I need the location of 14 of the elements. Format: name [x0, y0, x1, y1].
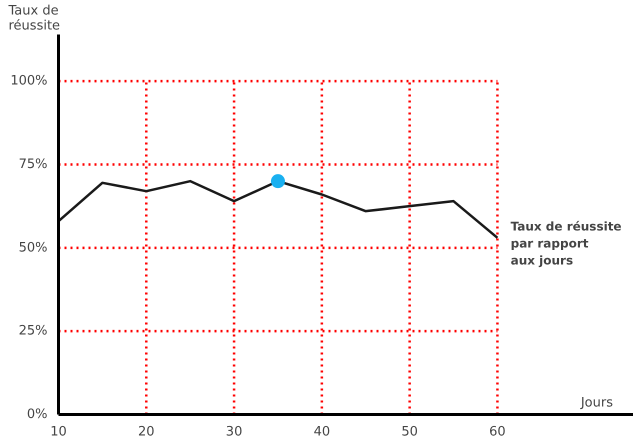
- annotation: Taux de réussite par rapport aux jours: [510, 220, 622, 268]
- y-tick-label: 25%: [18, 324, 48, 339]
- y-tick-label: 0%: [26, 407, 48, 422]
- y-tick-label: 100%: [10, 74, 48, 89]
- x-tick-label: 20: [138, 424, 155, 440]
- x-tick-label: 60: [489, 424, 506, 440]
- x-tick-label: 30: [226, 424, 242, 440]
- x-tick-label: 40: [314, 424, 330, 440]
- y-tick-label: 50%: [18, 240, 48, 256]
- x-tick-label: 10: [50, 424, 67, 440]
- x-tick-label: 50: [401, 424, 418, 440]
- y-tick-label: 75%: [18, 157, 48, 172]
- y-axis-title: Taux de réussite: [8, 4, 60, 34]
- x-axis-title: Jours: [580, 396, 614, 410]
